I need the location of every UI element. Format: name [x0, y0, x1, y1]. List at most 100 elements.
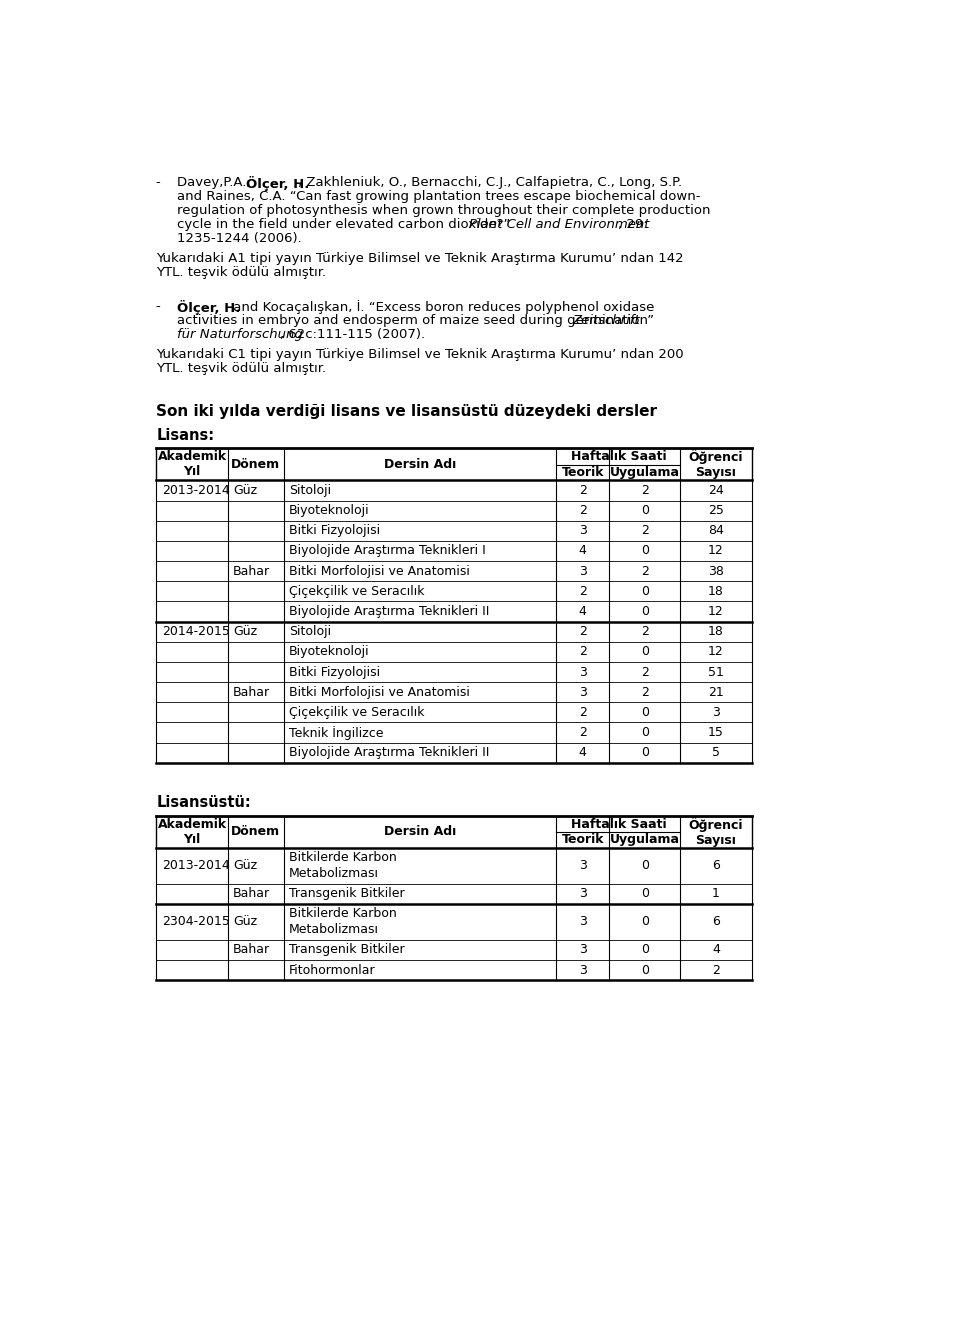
Text: regulation of photosynthesis when grown throughout their complete production: regulation of photosynthesis when grown … — [178, 204, 710, 217]
Text: für Naturforschung: für Naturforschung — [178, 329, 303, 341]
Text: Güz: Güz — [233, 625, 257, 639]
Text: Bahar: Bahar — [233, 943, 271, 957]
Text: Çiçekçilik ve Seracılık: Çiçekçilik ve Seracılık — [289, 584, 424, 598]
Text: Biyoteknoloji: Biyoteknoloji — [289, 504, 370, 517]
Text: 2: 2 — [640, 484, 649, 497]
Text: , Zakhleniuk, O., Bernacchi, C.J., Calfapietra, C., Long, S.P.: , Zakhleniuk, O., Bernacchi, C.J., Calfa… — [298, 176, 682, 189]
Text: Plant Cell and Environment: Plant Cell and Environment — [469, 219, 650, 231]
Text: Transgenik Bitkiler: Transgenik Bitkiler — [289, 888, 404, 901]
Text: 2: 2 — [579, 584, 587, 598]
Text: Transgenik Bitkiler: Transgenik Bitkiler — [289, 943, 404, 957]
Text: Zeitschrift: Zeitschrift — [572, 314, 640, 327]
Text: 2: 2 — [640, 686, 649, 698]
Text: 0: 0 — [640, 726, 649, 739]
Text: 3: 3 — [579, 943, 587, 957]
Text: Öğrenci
Sayısı: Öğrenci Sayısı — [688, 449, 743, 480]
Text: Biyoteknoloji: Biyoteknoloji — [289, 645, 370, 659]
Text: Yukarıdaki A1 tipi yayın Türkiye Bilimsel ve Teknik Araştırma Kurumu’ ndan 142: Yukarıdaki A1 tipi yayın Türkiye Bilimse… — [156, 252, 684, 265]
Text: 15: 15 — [708, 726, 724, 739]
Text: 2: 2 — [579, 625, 587, 639]
Text: 3: 3 — [579, 963, 587, 977]
Text: 38: 38 — [708, 564, 724, 578]
Text: Sitoloji: Sitoloji — [289, 625, 331, 639]
Text: 2013-2014: 2013-2014 — [162, 860, 229, 872]
Text: cycle in the field under elevated carbon dioxide?”: cycle in the field under elevated carbon… — [178, 219, 515, 231]
Text: Biyolojide Araştırma Teknikleri II: Biyolojide Araştırma Teknikleri II — [289, 606, 490, 617]
Text: Ölçer, H.: Ölçer, H. — [246, 176, 309, 191]
Text: 0: 0 — [640, 545, 649, 558]
Text: 2: 2 — [640, 625, 649, 639]
Text: 6: 6 — [712, 860, 720, 872]
Text: Bahar: Bahar — [233, 686, 271, 698]
Text: Biyolojide Araştırma Teknikleri II: Biyolojide Araştırma Teknikleri II — [289, 746, 490, 759]
Text: Biyolojide Araştırma Teknikleri I: Biyolojide Araştırma Teknikleri I — [289, 545, 486, 558]
Text: Bitki Fizyolojisi: Bitki Fizyolojisi — [289, 665, 380, 678]
Text: and Raines, C.A. “Can fast growing plantation trees escape biochemical down-: and Raines, C.A. “Can fast growing plant… — [178, 189, 701, 203]
Text: 0: 0 — [640, 860, 649, 872]
Text: 3: 3 — [579, 860, 587, 872]
Text: YTL. teşvik ödülü almıştır.: YTL. teşvik ödülü almıştır. — [156, 265, 326, 278]
Text: 0: 0 — [640, 916, 649, 929]
Text: 0: 0 — [640, 706, 649, 719]
Text: 2: 2 — [579, 706, 587, 719]
Text: Uygulama: Uygulama — [610, 466, 680, 480]
Text: Dersin Adı: Dersin Adı — [384, 458, 456, 470]
Text: 2: 2 — [579, 504, 587, 517]
Text: 0: 0 — [640, 645, 649, 659]
Text: 1: 1 — [712, 888, 720, 901]
Text: 18: 18 — [708, 584, 724, 598]
Text: 2: 2 — [579, 645, 587, 659]
Text: Güz: Güz — [233, 860, 257, 872]
Text: Ölçer, H.: Ölçer, H. — [178, 299, 241, 315]
Text: , 62c:111-115 (2007).: , 62c:111-115 (2007). — [280, 329, 425, 341]
Text: 1235-1244 (2006).: 1235-1244 (2006). — [178, 232, 302, 245]
Text: 3: 3 — [579, 525, 587, 538]
Text: Akademik
Yıl: Akademik Yıl — [157, 451, 227, 478]
Text: 3: 3 — [579, 916, 587, 929]
Text: 4: 4 — [579, 746, 587, 759]
Text: 12: 12 — [708, 606, 724, 617]
Text: 4: 4 — [579, 545, 587, 558]
Text: 0: 0 — [640, 746, 649, 759]
Text: 21: 21 — [708, 686, 724, 698]
Text: 51: 51 — [708, 665, 724, 678]
Text: 0: 0 — [640, 584, 649, 598]
Text: 3: 3 — [579, 665, 587, 678]
Text: 2: 2 — [579, 484, 587, 497]
Text: 12: 12 — [708, 545, 724, 558]
Text: 2: 2 — [640, 665, 649, 678]
Text: 25: 25 — [708, 504, 724, 517]
Text: 4: 4 — [579, 606, 587, 617]
Text: Bahar: Bahar — [233, 888, 271, 901]
Text: 2: 2 — [640, 525, 649, 538]
Text: -: - — [155, 299, 159, 313]
Text: Haftalık Saati: Haftalık Saati — [570, 818, 666, 831]
Text: Dönem: Dönem — [231, 825, 280, 839]
Text: 2014-2015: 2014-2015 — [162, 625, 229, 639]
Text: Güz: Güz — [233, 484, 257, 497]
Text: Lisansüstü:: Lisansüstü: — [156, 795, 252, 810]
Text: 2: 2 — [712, 963, 720, 977]
Text: Teknik İngilizce: Teknik İngilizce — [289, 726, 383, 739]
Text: 0: 0 — [640, 606, 649, 617]
Text: activities in embryo and endosperm of maize seed during germination”: activities in embryo and endosperm of ma… — [178, 314, 659, 327]
Text: Bahar: Bahar — [233, 564, 271, 578]
Text: 5: 5 — [712, 746, 720, 759]
Text: Dersin Adı: Dersin Adı — [384, 825, 456, 839]
Text: Bitki Morfolojisi ve Anatomisi: Bitki Morfolojisi ve Anatomisi — [289, 686, 469, 698]
Text: Bitkilerde Karbon
Metabolizması: Bitkilerde Karbon Metabolizması — [289, 852, 396, 880]
Text: 3: 3 — [712, 706, 720, 719]
Text: 18: 18 — [708, 625, 724, 639]
Text: , 29:: , 29: — [618, 219, 648, 231]
Text: 12: 12 — [708, 645, 724, 659]
Text: Haftalık Saati: Haftalık Saati — [570, 451, 666, 462]
Text: Bitki Morfolojisi ve Anatomisi: Bitki Morfolojisi ve Anatomisi — [289, 564, 469, 578]
Text: 2013-2014: 2013-2014 — [162, 484, 229, 497]
Text: Akademik
Yıl: Akademik Yıl — [157, 818, 227, 845]
Text: 2304-2015: 2304-2015 — [162, 916, 229, 929]
Text: Sitoloji: Sitoloji — [289, 484, 331, 497]
Text: Çiçekçilik ve Seracılık: Çiçekçilik ve Seracılık — [289, 706, 424, 719]
Text: -: - — [155, 176, 159, 189]
Text: 4: 4 — [712, 943, 720, 957]
Text: 3: 3 — [579, 564, 587, 578]
